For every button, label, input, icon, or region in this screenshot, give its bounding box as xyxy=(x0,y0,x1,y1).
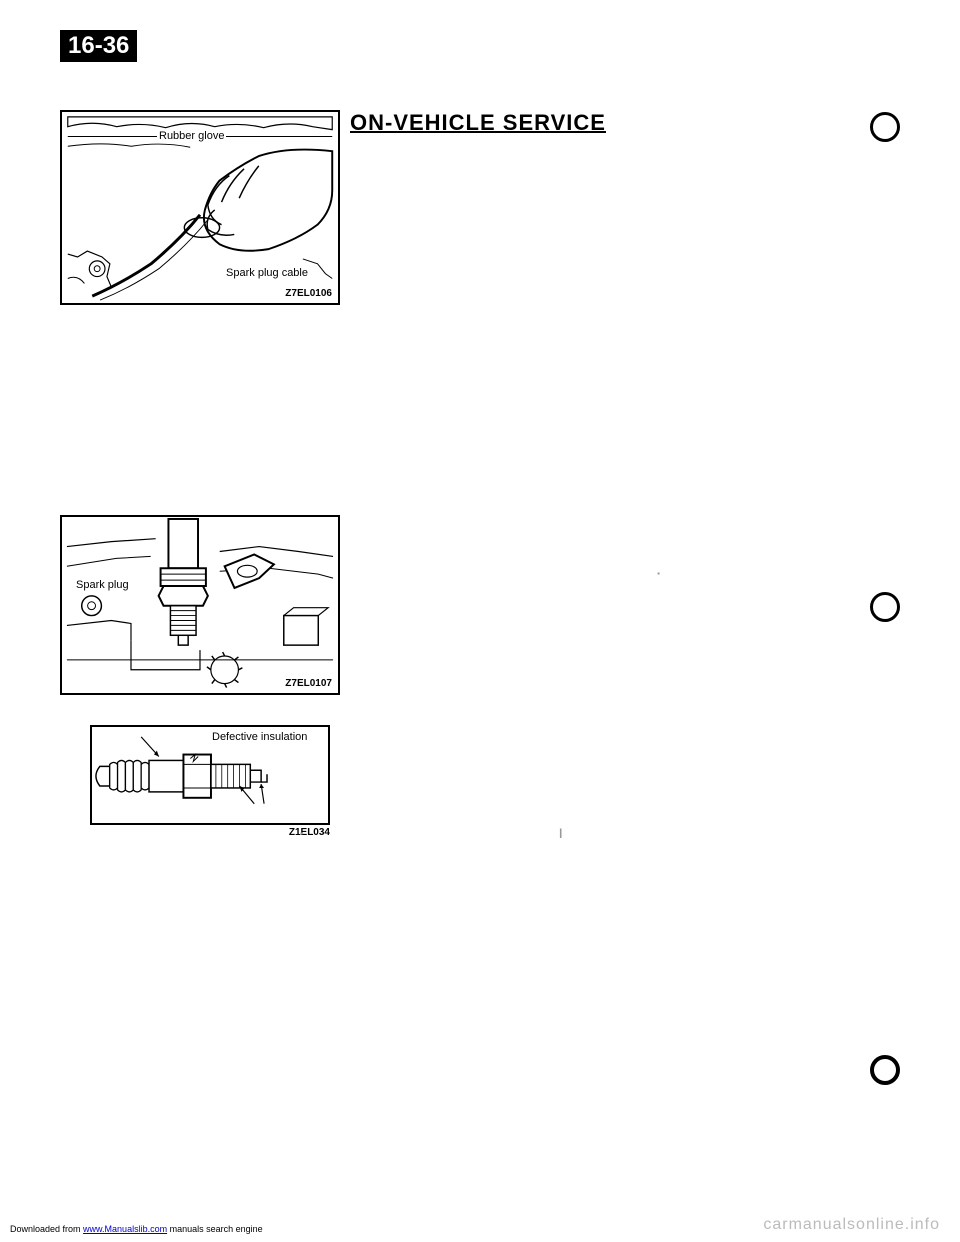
footer-prefix: Downloaded from xyxy=(10,1224,83,1234)
figure-code-1: Z7EL0106 xyxy=(285,288,332,299)
footer: Downloaded from www.Manualslib.com manua… xyxy=(10,1224,263,1234)
footer-link[interactable]: www.Manualslib.com xyxy=(83,1224,167,1234)
stray-mark: ▎ xyxy=(560,829,566,838)
label-spark-plug-cable: Spark plug cable xyxy=(224,267,310,279)
figure-spark-plug: Spark plug Z7EL0107 xyxy=(60,515,340,695)
watermark: carmanualsonline.info xyxy=(763,1216,940,1234)
label-rubber-glove: Rubber glove xyxy=(157,130,226,142)
ring-icon xyxy=(870,592,900,622)
figure-code-3: Z1EL034 xyxy=(90,827,330,838)
figure-defective-insulation: Defective insulation xyxy=(90,725,330,825)
footer-suffix: manuals search engine xyxy=(170,1224,263,1234)
figure-rubber-glove: Rubber glove Spark plug cable Z7EL0106 xyxy=(60,110,340,305)
page-number: 16-36 xyxy=(60,30,137,62)
stray-mark: ▪ xyxy=(300,829,303,838)
label-defective-insulation: Defective insulation xyxy=(210,731,309,743)
stray-mark: ▪ xyxy=(657,569,660,578)
ring-icon xyxy=(870,1055,900,1085)
label-spark-plug: Spark plug xyxy=(74,579,131,591)
figure-code-2: Z7EL0107 xyxy=(285,678,332,689)
ring-icon xyxy=(870,112,900,142)
